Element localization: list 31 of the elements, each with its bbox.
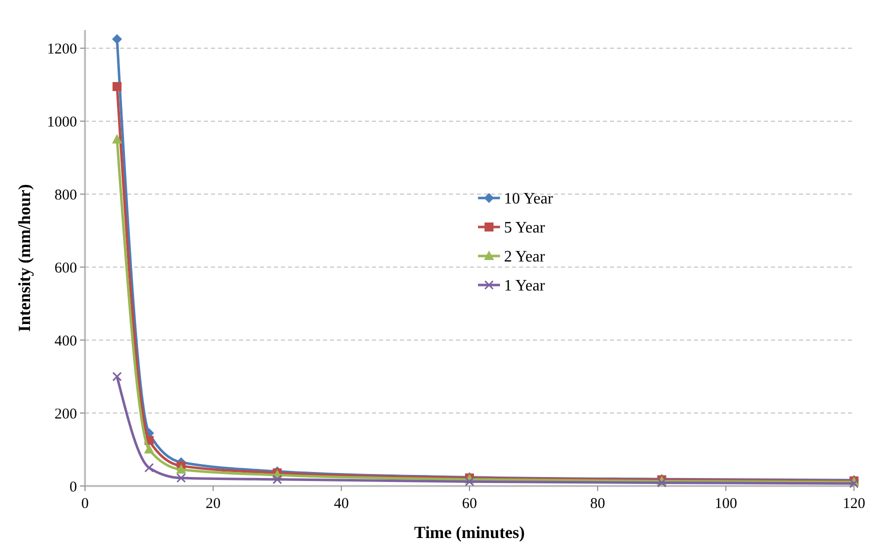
point (272, 474, 282, 484)
y-tick-label: 200 (54, 406, 77, 422)
x-tick-label: 20 (206, 496, 221, 512)
point (112, 372, 122, 382)
point (849, 478, 859, 488)
x-tick-label: 0 (81, 496, 89, 512)
point (112, 34, 122, 44)
legend-label: 1 Year (504, 278, 546, 295)
y-tick-label: 800 (54, 187, 77, 204)
x-tick-label: 40 (334, 496, 349, 512)
y-tick-label: 1200 (47, 41, 77, 58)
y-tick-label: 400 (54, 333, 77, 350)
legend-label: 5 Year (504, 220, 546, 237)
x-tick-label: 80 (590, 496, 606, 512)
y-axis-title: Intensity (mm/hour) (15, 184, 34, 332)
point (176, 464, 186, 474)
point (112, 82, 122, 92)
x-axis-title: Time (minutes) (414, 523, 525, 542)
y-tick-label: 0 (70, 479, 77, 496)
y-tick-label: 1000 (47, 114, 77, 130)
point (112, 134, 122, 144)
x-tick-label: 60 (462, 496, 477, 512)
point (464, 476, 474, 486)
legend-label: 10 Year (504, 190, 554, 208)
point (176, 473, 186, 483)
point (144, 463, 154, 473)
x-tick-label: 100 (714, 496, 738, 512)
x-tick-label: 120 (842, 496, 866, 512)
point (144, 444, 154, 454)
y-tick-label: 600 (54, 260, 77, 276)
legend-label: 2 Year (504, 248, 546, 266)
